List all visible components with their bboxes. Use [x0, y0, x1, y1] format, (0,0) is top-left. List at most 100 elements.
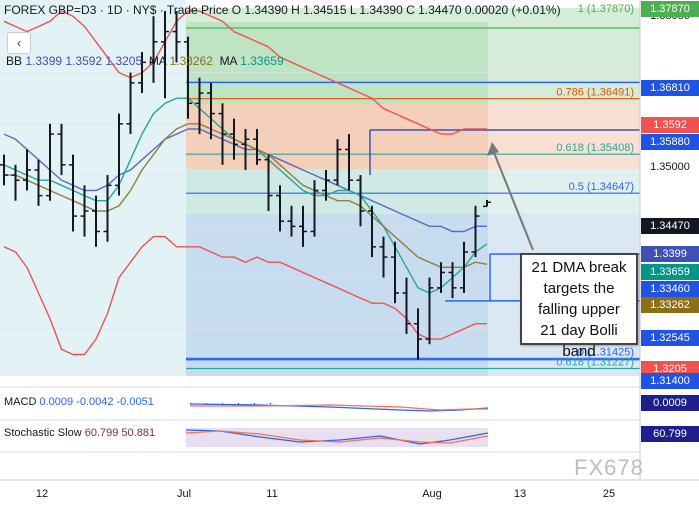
fib-label: 0.5 (1.34647): [569, 181, 634, 193]
symbol-info[interactable]: FOREX GBP=D3 · 1D · NY$ · Trade Price: [4, 3, 229, 17]
zone-618-500: [186, 169, 640, 214]
ohlc-bar: [333, 139, 342, 186]
time-label: Aug: [422, 488, 442, 500]
chart-header: FOREX GBP=D3 · 1D · NY$ · Trade Price O …: [4, 3, 561, 17]
annotation-line: 21 day Bolli: [540, 322, 618, 339]
price-label: 1.36810: [641, 80, 699, 96]
ohlc-bar: [368, 205, 376, 258]
ohlc-bar: [379, 236, 388, 278]
chevron-left-icon[interactable]: ‹: [7, 32, 31, 54]
ohlc-bar: [34, 159, 43, 206]
macd-name[interactable]: MACD: [4, 396, 37, 408]
ohlc-bar: [276, 185, 284, 232]
left-zone: [0, 0, 186, 376]
zone-100-786: [186, 22, 640, 104]
ohlc-bar: [356, 175, 365, 227]
time-label: 12: [36, 488, 48, 500]
ohlc-bar: [184, 36, 192, 119]
price-label: 0.0009: [641, 395, 699, 411]
ohlc-bar: [195, 77, 204, 135]
annotation-line: targets the: [543, 280, 615, 297]
fib-label: 0 (1.31425): [578, 346, 634, 358]
ohlc-bar: [115, 113, 123, 196]
ohlc-bar: [460, 241, 468, 293]
annotation-arrow-head: [487, 142, 499, 156]
ohlc-bar: [345, 134, 353, 191]
zone-100: [186, 8, 640, 22]
ma1-name[interactable]: MA: [148, 54, 167, 68]
watermark: FX678: [574, 455, 644, 480]
fib-label: 0.618 (1.35408): [556, 142, 634, 154]
ohlc-bar: [437, 262, 445, 293]
ohlc-bar: [322, 169, 330, 201]
ohlc-bar: [80, 185, 89, 237]
time-axis: 12 Jul 11 Aug 13 25: [36, 488, 615, 500]
stochastic-values: 60.799 50.881: [84, 427, 156, 439]
price-label: 1.34470: [641, 218, 699, 234]
ohlc-bar: [46, 123, 54, 201]
ma2-value: 1.33659: [240, 54, 284, 68]
ohlc-bar: [57, 123, 66, 176]
macd-pane: [189, 403, 489, 412]
ohlc-bar: [161, 11, 169, 99]
ohlc-bar: [218, 103, 227, 165]
macd-values: 0.0009 -0.0042 -0.0051: [39, 396, 154, 408]
price-label: 1.33460: [641, 281, 699, 297]
ohlc-bar: [241, 128, 250, 170]
stochastic-legend: Stochastic Slow 60.799 50.881: [4, 427, 155, 439]
ohlc-bar: [172, 11, 181, 63]
ohlc-bar: [0, 154, 8, 186]
ohlc-bar: [471, 205, 480, 258]
ohlc-bar: [402, 277, 411, 334]
ohlc-bar: [207, 82, 215, 140]
price-label: 1.32545: [641, 330, 699, 346]
bb-name[interactable]: BB: [6, 54, 23, 68]
price-label: 1.37870: [641, 1, 699, 17]
price-label: 60.799: [641, 426, 699, 442]
ohlc-bar: [138, 52, 146, 94]
zone-786-618: [186, 104, 640, 169]
price-label: 1.3399: [641, 246, 699, 262]
ohlc-bar: [448, 262, 457, 299]
ohlc-bar: [264, 154, 273, 211]
fib-labels: 1 (1.37870) 0.786 (1.36491) 0.618 (1.35408…: [556, 3, 634, 368]
annotation-line: 21 DMA break: [531, 259, 627, 276]
price-label: 1.35000: [641, 159, 699, 175]
fib-label: 0.786 (1.36491): [556, 87, 634, 99]
ohlc-bar: [391, 241, 399, 304]
ohlc-bar: [425, 277, 434, 345]
ohlc-bar: [69, 154, 77, 232]
stochastic-pane: [185, 428, 489, 447]
ohlc-bar: [230, 118, 238, 160]
stochastic-name[interactable]: Stochastic Slow: [4, 427, 82, 439]
bb-values: 1.3399 1.3592 1.3205: [25, 54, 143, 68]
ohlc-readout: O 1.34390 H 1.34515 L 1.34390 C 1.34470 …: [231, 3, 561, 17]
ma1-value: 1.33262: [169, 54, 213, 68]
macd-legend: MACD 0.0009 -0.0042 -0.0051: [4, 396, 154, 408]
time-label: 25: [603, 488, 615, 500]
ohlc-bar: [11, 164, 20, 201]
annotation-line: falling upper: [538, 301, 620, 318]
time-label: 11: [266, 488, 277, 500]
price-label: 1.33659: [641, 264, 699, 280]
ohlc-bar: [92, 195, 100, 247]
price-label: 1.33262: [641, 297, 699, 313]
ohlc-bar: [103, 175, 112, 242]
ohlc-bar: [126, 72, 135, 135]
ohlc-bar: [414, 308, 422, 360]
price-label: 1.35880: [641, 134, 699, 150]
ohlc-bar: [253, 128, 261, 165]
annotation-box[interactable]: 21 DMA break targets the falling upper 2…: [520, 253, 638, 360]
ohlc-bar: [149, 16, 158, 83]
ma2-name[interactable]: MA: [219, 54, 237, 68]
fib-label: 0.618 (1.31227): [556, 356, 634, 368]
price-label: 1.31400: [641, 373, 699, 389]
ohlc-bar: [483, 199, 491, 208]
time-label: Jul: [177, 488, 191, 500]
time-label: 13: [514, 488, 526, 500]
price-label: 1.3592: [641, 117, 699, 133]
ohlc-bar: [310, 180, 319, 237]
ohlc-bar: [299, 205, 307, 247]
